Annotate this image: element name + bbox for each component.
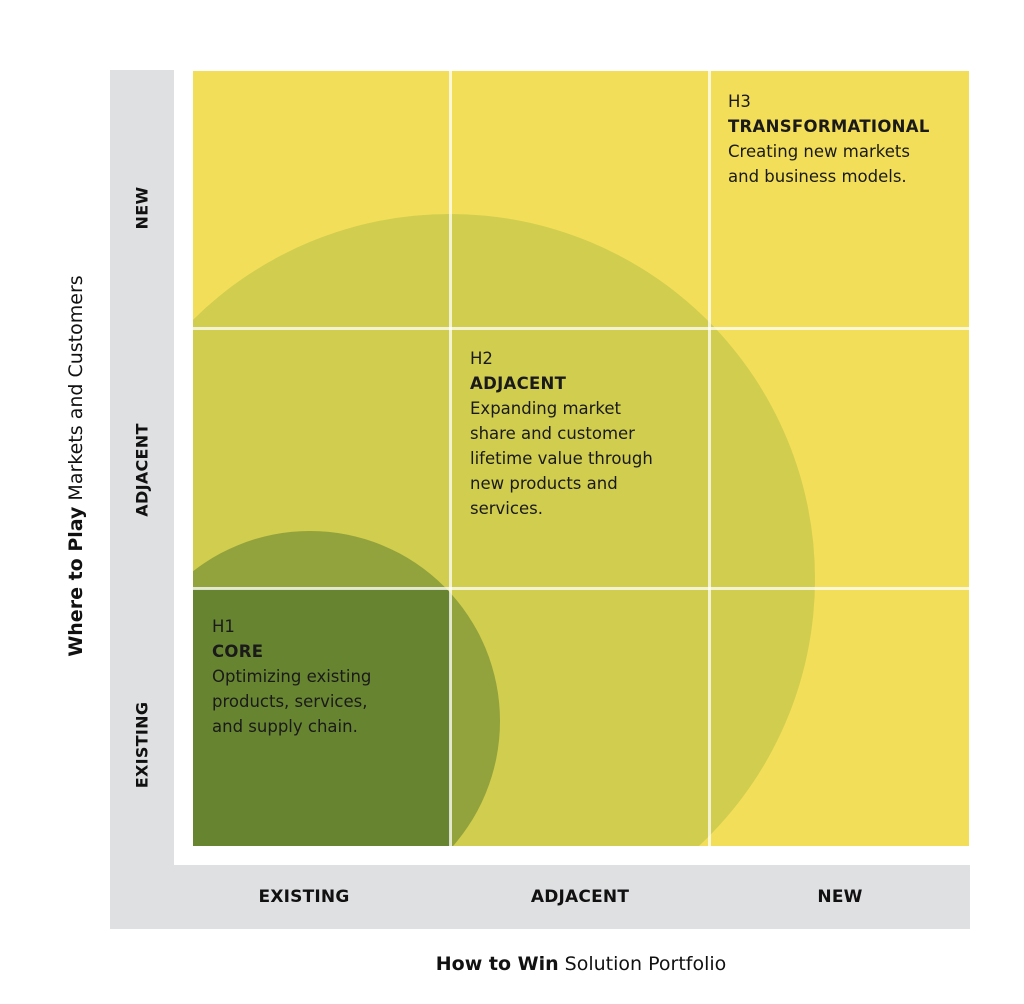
y-axis-title-bold: Where to Play [65, 506, 87, 657]
x-axis-title: How to Win Solution Portfolio [193, 953, 969, 975]
x-axis-band [110, 865, 970, 929]
horizon-name: ADJACENT [470, 374, 567, 393]
horizon-code: H2 [470, 349, 493, 368]
h1-core-cell [193, 589, 450, 846]
horizon-name: TRANSFORMATIONAL [728, 117, 930, 136]
horizon-description: Expanding market share and customer life… [470, 399, 653, 518]
horizon-description: Creating new markets and business models… [728, 142, 910, 186]
y-axis-band [110, 70, 174, 865]
horizon-h2-adjacent: H2 ADJACENT Expanding market share and c… [470, 346, 700, 521]
col-label-adjacent: ADJACENT [530, 887, 630, 907]
horizon-description: Optimizing existing products, services, … [212, 667, 372, 736]
horizon-h3-transformational: H3 TRANSFORMATIONAL Creating new markets… [728, 89, 968, 189]
horizon-name: CORE [212, 642, 264, 661]
col-label-existing: EXISTING [258, 887, 350, 907]
horizon-matrix [193, 71, 969, 846]
grid-line-v2 [708, 71, 711, 846]
x-axis-title-rest: Solution Portfolio [564, 953, 727, 975]
y-axis-title-rest: Markets and Customers [65, 275, 87, 501]
grid-line-h1 [193, 327, 969, 330]
x-axis-title-bold: How to Win [435, 953, 559, 975]
horizon-code: H3 [728, 92, 751, 111]
col-label-new: NEW [817, 887, 863, 907]
horizon-code: H1 [212, 617, 235, 636]
grid-line-v1 [449, 71, 452, 846]
horizon-shapes [193, 71, 969, 846]
grid-line-h2 [193, 587, 969, 590]
horizon-h1-core: H1 CORE Optimizing existing products, se… [212, 614, 432, 739]
